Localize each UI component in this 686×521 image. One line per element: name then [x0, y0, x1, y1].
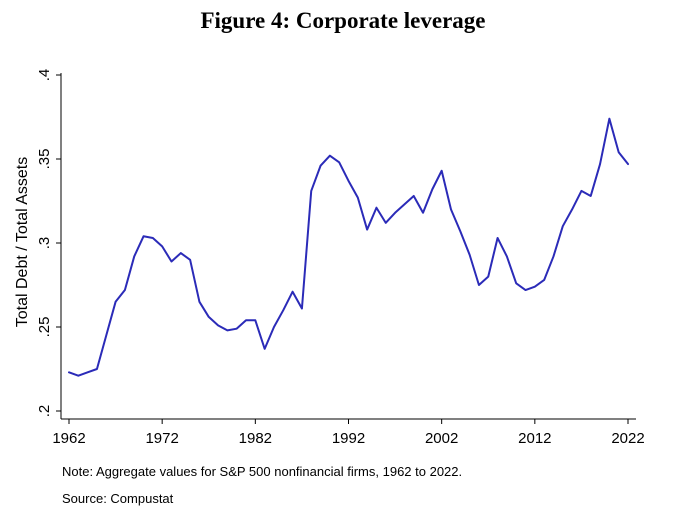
x-tick-label: 1972 — [145, 430, 178, 447]
x-tick-label: 1982 — [239, 430, 272, 447]
x-tick-label: 1992 — [332, 430, 365, 447]
chart-source: Source: Compustat — [62, 491, 174, 506]
y-tick-label: .25 — [36, 317, 53, 338]
y-tick-label: .35 — [36, 149, 53, 170]
series-layer — [68, 117, 629, 377]
axes: .2 .25 .3 .35 .4 1962 1972 1982 1992 2002 2012 2022 — [36, 69, 645, 447]
y-tick-label: .3 — [36, 237, 53, 250]
y-tick-label: .4 — [36, 69, 53, 82]
series-line — [68, 117, 629, 377]
x-tick-label: 1962 — [52, 430, 85, 447]
y-tick-label: .2 — [36, 405, 53, 418]
y-axis-label: Total Debt / Total Assets — [14, 157, 31, 327]
chart-title: Figure 4: Corporate leverage — [200, 8, 486, 33]
x-tick-label: 2022 — [611, 430, 644, 447]
x-tick-label: 2012 — [518, 430, 551, 447]
chart-note: Note: Aggregate values for S&P 500 nonfi… — [62, 464, 463, 479]
x-tick-label: 2002 — [425, 430, 458, 447]
